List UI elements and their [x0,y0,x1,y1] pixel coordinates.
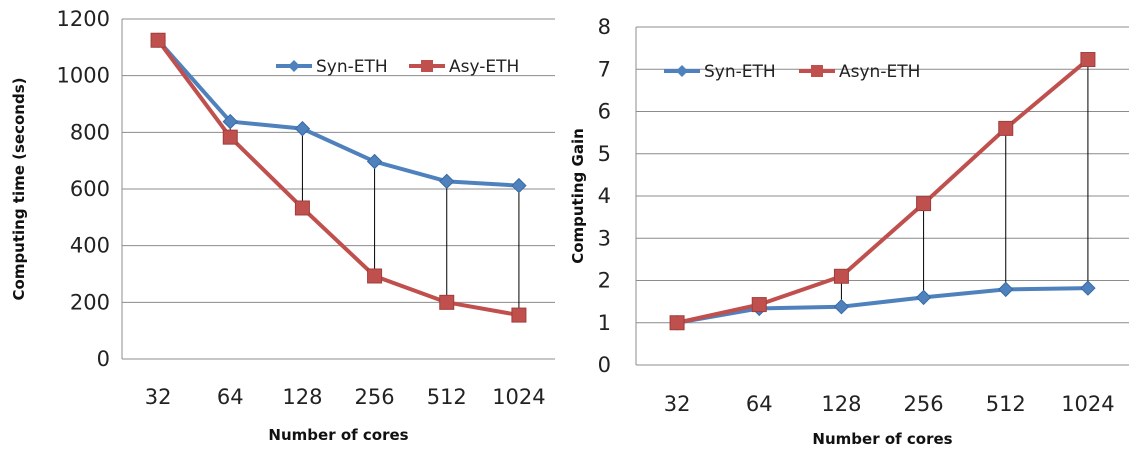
data-point [1080,52,1096,68]
legend-marker [421,60,433,72]
data-point [998,281,1014,298]
x-tick-label: 512 [986,392,1026,416]
data-point [915,289,932,306]
legend-label: Asy-ETH [449,57,519,77]
y-tick-label: 1 [598,311,611,335]
y-tick-label: 1000 [57,64,110,88]
y-tick-label: 1200 [57,7,110,31]
y-axis-title: Computing Gain [569,128,587,264]
legend-marker [811,65,823,77]
legend-item: Syn-ETH [276,57,388,77]
y-tick-label: 5 [598,142,611,166]
y-tick-label: 6 [598,100,611,124]
data-point [833,268,849,284]
legend-label: Syn-ETH [316,57,388,77]
data-point [998,120,1014,136]
data-point [511,177,527,194]
series-line-1 [156,38,520,188]
legend-item: Syn-ETH [664,62,776,82]
data-point [294,200,310,216]
x-axis-title: Number of cores [812,430,952,448]
y-axis-title: Computing time (seconds) [10,77,28,300]
data-point [833,298,850,315]
data-point [511,307,527,323]
x-tick-label: 64 [746,392,773,416]
data-point [916,196,932,212]
y-tick-label: 4 [598,184,611,208]
x-tick-label: 1024 [1061,392,1114,416]
data-point [294,120,311,137]
data-point [222,113,238,130]
x-tick-label: 64 [217,385,244,409]
x-tick-label: 256 [355,385,395,409]
y-tick-label: 3 [598,226,611,250]
legend-marker [288,60,300,72]
x-tick-label: 1024 [492,385,545,409]
data-point [367,268,383,284]
y-tick-label: 8 [598,15,611,39]
x-tick-label: 256 [904,392,944,416]
data-point [439,173,455,190]
legend-item: Asy-ETH [409,57,519,77]
series-line-1 [676,286,1088,325]
x-tick-label: 128 [821,392,861,416]
x-tick-label: 32 [145,385,172,409]
y-tick-label: 200 [70,290,110,314]
data-point [150,32,166,48]
x-tick-label: 32 [664,392,691,416]
y-tick-label: 7 [598,57,611,81]
data-point [669,315,685,331]
y-tick-label: 800 [70,120,110,144]
data-point [222,129,238,145]
data-point [439,294,455,310]
legend-item: Asyn-ETH [799,62,920,82]
x-axis-title: Number of cores [268,426,408,444]
legend-marker [676,65,688,77]
series-line-2 [156,39,520,318]
data-point [366,153,383,170]
y-tick-label: 2 [598,269,611,293]
y-tick-label: 0 [598,353,611,377]
y-tick-label: 600 [70,177,110,201]
chart-1: 0 200 400 600 800 1000 1200 32 64 128 256 512 1024 Nu… [10,7,555,444]
x-tick-label: 128 [282,385,322,409]
x-tick-label: 512 [427,385,467,409]
series-line-2 [676,57,1090,325]
legend-label: Asyn-ETH [839,62,920,82]
chart-2: 0 1 2 3 4 5 6 7 8 32 64 128 256 512 1024 Number of core… [569,15,1129,448]
data-point [751,297,767,313]
y-tick-label: 400 [70,234,110,258]
data-point [1080,280,1096,296]
legend-label: Syn-ETH [704,62,776,82]
y-tick-label: 0 [97,347,110,371]
